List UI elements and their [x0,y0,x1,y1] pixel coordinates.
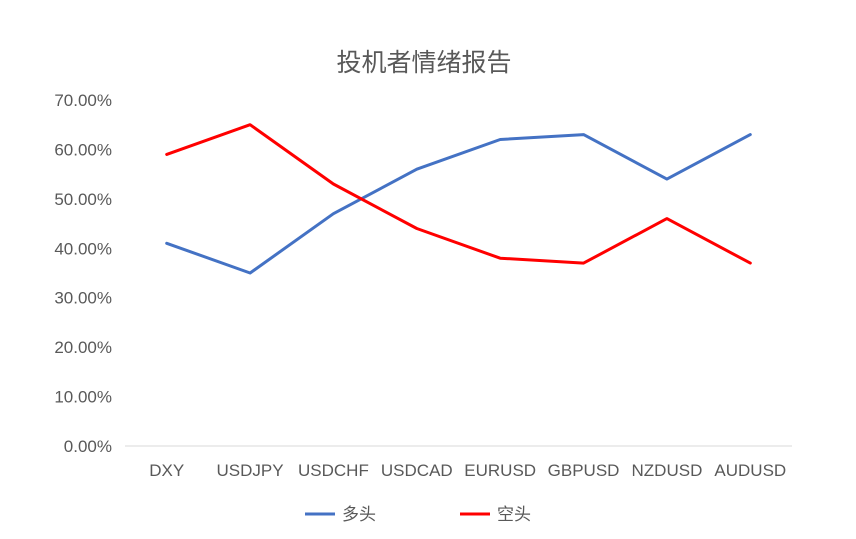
series-line-1 [165,133,752,275]
x-tick-label: AUDUSD [714,461,786,480]
y-axis-tick-labels: 0.00% 10.00% 20.00% 30.00% 40.00% 50.00% 60.00… [54,91,112,456]
y-tick-label: 40.00% [54,239,112,258]
series-lines [165,123,752,275]
x-tick-label: GBPUSD [548,461,620,480]
y-tick-label: 20.00% [54,338,112,357]
legend-label-2: 空头 [497,505,531,525]
y-tick-label: 60.00% [54,140,112,159]
series-line-2 [165,123,752,265]
x-tick-label: USDCAD [381,461,453,480]
x-tick-label: USDCHF [298,461,369,480]
x-tick-label: NZDUSD [632,461,703,480]
y-tick-label: 0.00% [64,437,112,456]
y-tick-label: 70.00% [54,91,112,110]
x-tick-label: EURUSD [464,461,536,480]
x-tick-label: DXY [149,461,184,480]
legend-label-1: 多头 [342,505,376,525]
y-tick-label: 50.00% [54,190,112,209]
x-axis-tick-labels: DXY USDJPY USDCHF USDCAD EURUSD GBPUSD NZDUSD A… [149,461,786,480]
y-tick-label: 10.00% [54,388,112,407]
x-tick-label: USDJPY [217,461,284,480]
y-tick-label: 30.00% [54,289,112,308]
chart-title: 投机者情绪报告 [336,48,511,77]
legend: 多头 空头 [305,505,531,525]
